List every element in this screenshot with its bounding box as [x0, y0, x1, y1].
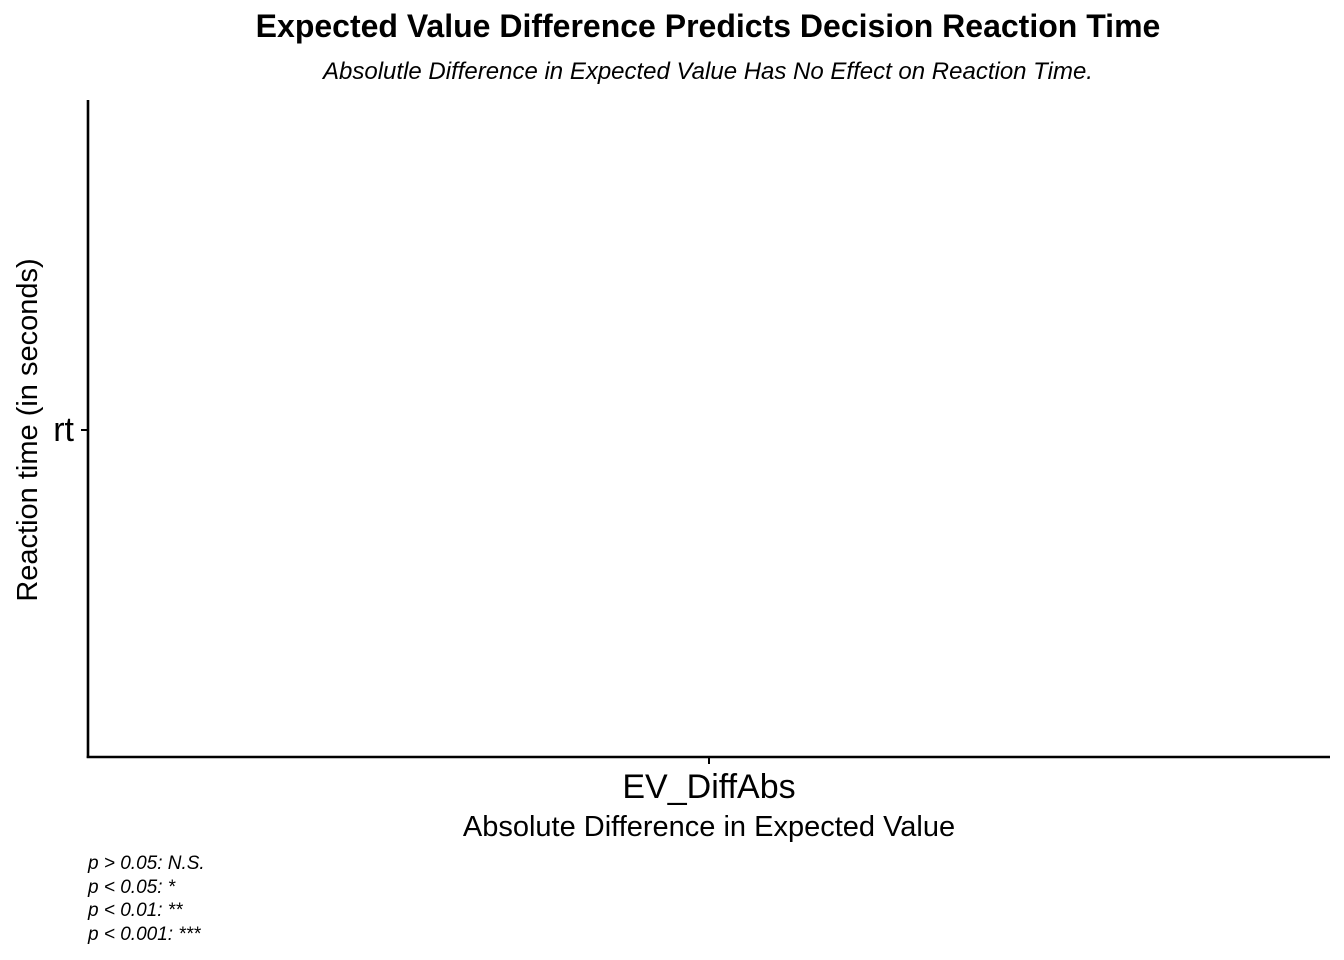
significance-note: p < 0.01: **: [88, 900, 183, 921]
significance-legend: p > 0.05: N.S. p < 0.05: * p < 0.01: ** …: [88, 852, 205, 946]
x-axis-label: Absolute Difference in Expected Value: [463, 811, 955, 843]
significance-note: p < 0.05: *: [88, 876, 176, 898]
significance-note: p > 0.05: N.S.: [88, 853, 205, 874]
chart-subtitle: Absolutle Difference in Expected Value H…: [323, 58, 1093, 85]
y-axis-label: Reaction time (in seconds): [12, 258, 44, 601]
significance-note: p < 0.001: ***: [88, 923, 201, 945]
y-tick-label: rt: [53, 411, 74, 449]
x-tick-label: EV_DiffAbs: [622, 768, 795, 806]
chart-title: Expected Value Difference Predicts Decis…: [255, 8, 1161, 44]
